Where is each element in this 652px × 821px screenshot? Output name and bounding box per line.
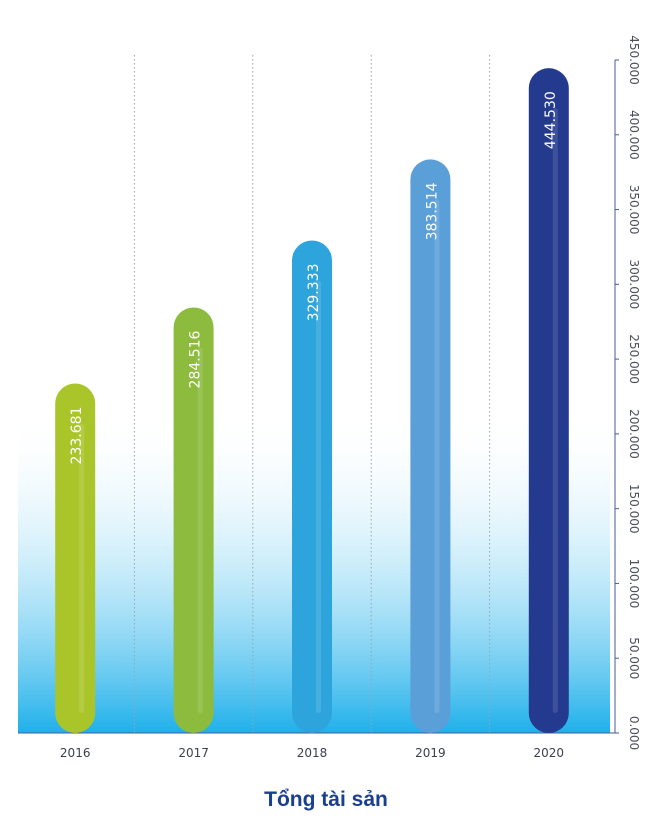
y-tick-label: 250.000 xyxy=(627,334,641,384)
y-tick-label: 0.000 xyxy=(627,716,641,750)
y-tick-label: 300.000 xyxy=(627,260,641,310)
x-tick-label: 2016 xyxy=(60,746,91,760)
bar-highlight xyxy=(434,199,440,714)
bar-value-label: 329.333 xyxy=(306,264,322,322)
bar xyxy=(173,307,214,733)
x-tick-label: 2020 xyxy=(534,746,565,760)
x-tick-label: 2018 xyxy=(297,746,328,760)
bar-highlight xyxy=(552,108,558,714)
bar-value-label: 284.516 xyxy=(188,330,204,388)
bar-highlight xyxy=(316,280,321,713)
bar xyxy=(292,240,332,733)
bar xyxy=(410,159,451,734)
y-tick-label: 450.000 xyxy=(627,35,641,85)
bar-value-label: 444.530 xyxy=(543,91,559,149)
x-tick-label: 2017 xyxy=(178,746,209,760)
y-tick-label: 400.000 xyxy=(627,110,641,160)
bar-highlight xyxy=(79,423,85,713)
bar xyxy=(528,68,569,734)
bar-value-label: 383.514 xyxy=(424,182,440,240)
x-tick-label: 2019 xyxy=(415,746,446,760)
y-tick-label: 150.000 xyxy=(627,484,641,534)
bar-value-label: 233.681 xyxy=(69,407,85,465)
bar xyxy=(55,383,96,733)
y-tick-label: 100.000 xyxy=(627,559,641,609)
chart-title: Tổng tài sản xyxy=(264,788,388,811)
y-tick-label: 50.000 xyxy=(627,637,641,679)
y-tick-label: 350.000 xyxy=(627,185,641,235)
y-tick-label: 200.000 xyxy=(627,409,641,459)
bar-highlight xyxy=(197,347,203,713)
